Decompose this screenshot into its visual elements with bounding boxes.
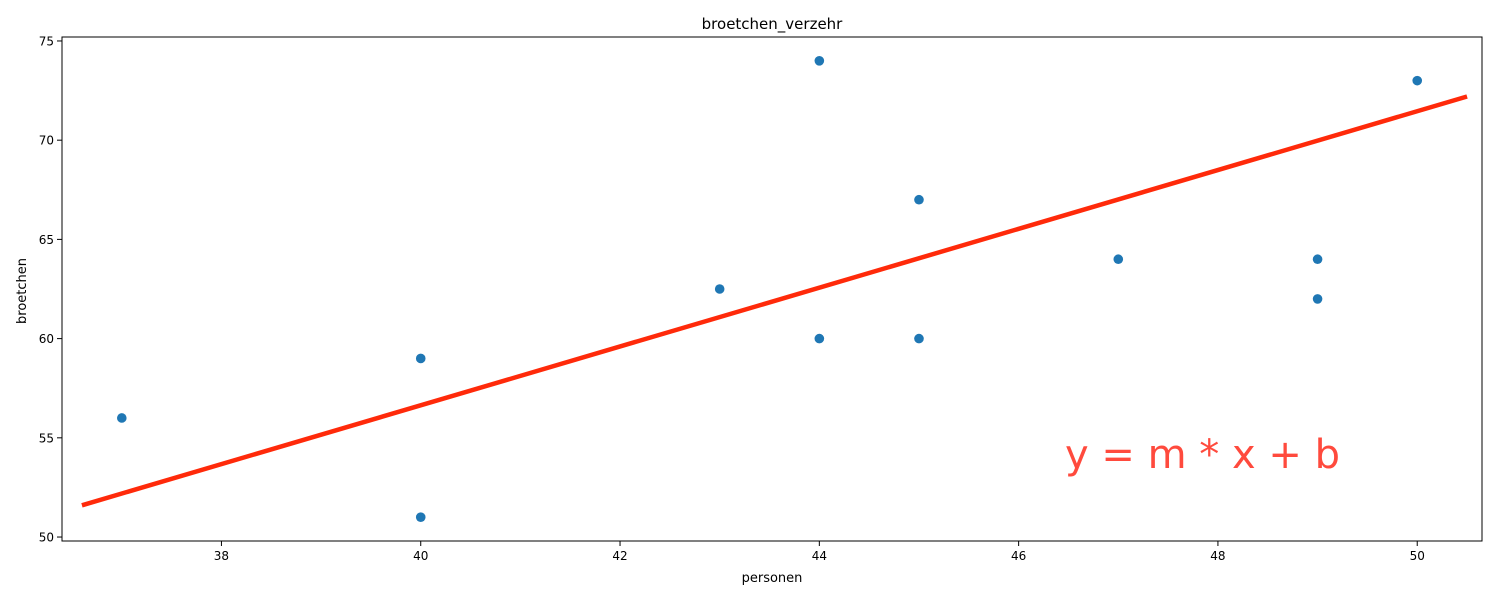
- x-tick-label: 46: [1011, 549, 1026, 563]
- data-point: [914, 194, 924, 205]
- points-layer: [116, 56, 1423, 522]
- x-tick-label: 40: [413, 549, 428, 563]
- y-axis-ticks: 50 55 60 65 70 75: [39, 34, 62, 545]
- y-tick-label: 50: [39, 531, 54, 545]
- axes-frame: [61, 36, 1483, 542]
- y-tick-label: 55: [39, 431, 54, 445]
- x-axis-ticks: 38 40 42 44 46 48 50: [214, 541, 1425, 563]
- data-point: [1113, 254, 1124, 265]
- data-point: [1312, 294, 1323, 304]
- data-point: [116, 413, 127, 423]
- x-tick-label: 42: [612, 549, 627, 563]
- plot-background: [62, 37, 1482, 541]
- data-point: [415, 512, 426, 522]
- data-point: [1412, 75, 1423, 86]
- data-point: [1312, 254, 1323, 265]
- regression-line: [81, 94, 1468, 508]
- x-axis-label: personen: [742, 571, 803, 586]
- plot-area: [62, 37, 1482, 541]
- y-tick-label: 65: [39, 233, 54, 247]
- x-tick-label: 50: [1410, 549, 1425, 563]
- y-tick-label: 60: [39, 332, 54, 346]
- chart-title: broetchen_verzehr: [702, 15, 844, 34]
- data-point: [415, 353, 426, 364]
- x-tick-label: 44: [812, 549, 827, 563]
- fit-line-layer: [81, 94, 1468, 508]
- y-tick-label: 75: [39, 34, 54, 48]
- axes-border: [61, 36, 1483, 542]
- x-tick-label: 38: [214, 549, 229, 563]
- data-point: [914, 333, 924, 344]
- y-axis-label: broetchen: [15, 258, 30, 324]
- x-tick-label: 48: [1210, 549, 1225, 563]
- data-point: [814, 333, 825, 344]
- y-tick-label: 70: [39, 134, 54, 148]
- equation-annotation: y = m * x + b: [1065, 432, 1340, 478]
- data-point: [714, 284, 725, 294]
- data-point: [814, 56, 825, 66]
